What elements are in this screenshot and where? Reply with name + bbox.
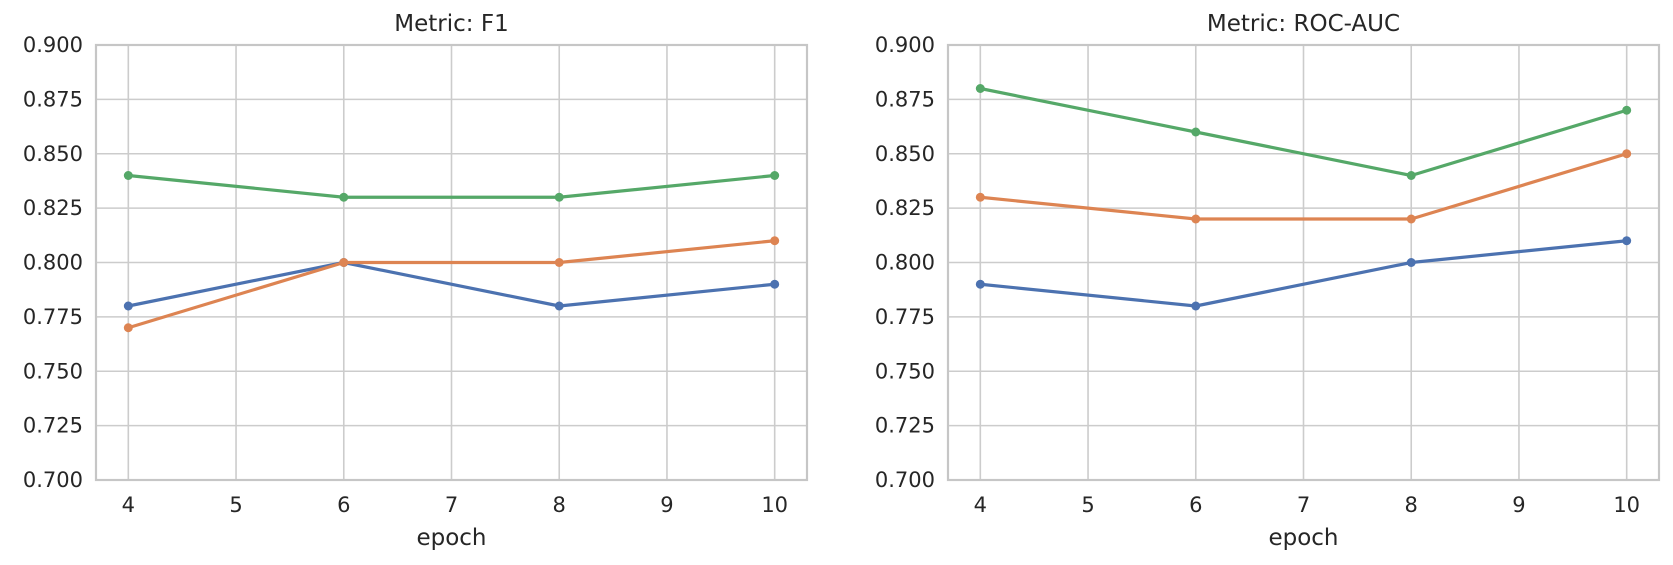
x-tick-label: 6 xyxy=(337,493,350,517)
data-point-marker xyxy=(1622,236,1632,246)
data-point-marker xyxy=(554,301,564,311)
y-tick-label: 0.850 xyxy=(23,142,83,166)
y-tick-label: 0.825 xyxy=(23,196,83,220)
x-tick-label: 6 xyxy=(1189,493,1202,517)
y-tick-label: 0.700 xyxy=(875,468,935,492)
series-line-1 xyxy=(126,239,777,330)
data-point-marker xyxy=(1191,127,1201,137)
data-point-marker xyxy=(1406,171,1416,180)
series-line-0 xyxy=(126,260,777,308)
data-point-marker xyxy=(554,258,564,267)
series-line-2 xyxy=(126,173,777,199)
y-tick-label: 0.750 xyxy=(875,359,935,383)
data-point-marker xyxy=(1191,301,1201,311)
y-tick-label: 0.725 xyxy=(875,414,935,438)
plot-border xyxy=(94,43,809,482)
data-point-marker xyxy=(975,192,985,202)
y-tick-label: 0.800 xyxy=(23,251,83,275)
y-tick-label: 0.900 xyxy=(23,33,83,57)
chart-title: Metric: ROC-AUC xyxy=(1207,11,1400,37)
series-line-0 xyxy=(978,239,1629,308)
x-tick-label: 8 xyxy=(553,493,566,517)
chart-metric-roc-auc: 0.700 0.725 0.750 0.775 0.800 0.825 0.850 0.875… xyxy=(875,11,1661,551)
series-line-1 xyxy=(978,152,1629,221)
x-tick-label: 7 xyxy=(445,493,458,517)
y-tick-label: 0.700 xyxy=(23,468,83,492)
x-axis-label: epoch xyxy=(416,525,486,551)
data-point-marker xyxy=(554,192,564,202)
x-tick-label: 7 xyxy=(1297,493,1310,517)
data-point-marker xyxy=(123,171,133,180)
x-tick-label: 9 xyxy=(1512,493,1525,517)
y-tick-label: 0.850 xyxy=(875,142,935,166)
data-point-marker xyxy=(123,323,133,333)
series-line-2 xyxy=(978,86,1629,178)
x-tick-label: 5 xyxy=(229,493,242,517)
y-tick-label: 0.775 xyxy=(875,305,935,329)
data-point-marker xyxy=(339,258,349,267)
data-point-marker xyxy=(975,279,985,289)
data-point-marker xyxy=(339,192,349,202)
data-point-marker xyxy=(123,301,133,311)
data-point-marker xyxy=(770,279,780,289)
data-point-marker xyxy=(975,84,985,93)
data-point-marker xyxy=(1406,214,1416,224)
data-point-marker xyxy=(1622,149,1632,159)
y-tick-label: 0.750 xyxy=(23,359,83,383)
x-tick-label: 9 xyxy=(660,493,673,517)
data-point-marker xyxy=(1191,214,1201,224)
x-tick-label: 10 xyxy=(761,493,788,517)
y-tick-label: 0.800 xyxy=(875,251,935,275)
x-tick-label: 10 xyxy=(1613,493,1640,517)
y-tick-label: 0.875 xyxy=(875,87,935,111)
data-point-marker xyxy=(1622,105,1632,115)
y-tick-label: 0.900 xyxy=(875,33,935,57)
x-tick-label: 4 xyxy=(122,493,135,517)
y-tick-label: 0.725 xyxy=(23,414,83,438)
y-tick-label: 0.825 xyxy=(875,196,935,220)
x-tick-label: 4 xyxy=(974,493,987,517)
x-tick-label: 5 xyxy=(1081,493,1094,517)
y-tick-label: 0.875 xyxy=(23,87,83,111)
plot-border xyxy=(946,43,1661,482)
data-point-marker xyxy=(770,171,780,180)
chart-title: Metric: F1 xyxy=(394,11,508,37)
y-tick-label: 0.775 xyxy=(23,305,83,329)
x-axis-label: epoch xyxy=(1268,525,1338,551)
data-point-marker xyxy=(1406,258,1416,267)
data-point-marker xyxy=(770,236,780,246)
x-tick-label: 8 xyxy=(1405,493,1418,517)
chart-metric-f1: 0.700 0.725 0.750 0.775 0.800 0.825 0.850 0.875… xyxy=(23,11,809,551)
